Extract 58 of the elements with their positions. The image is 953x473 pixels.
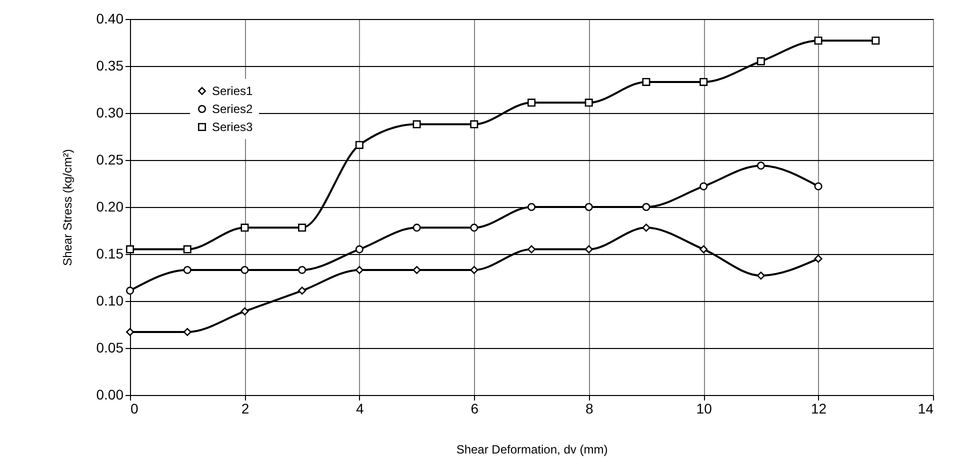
point	[527, 203, 536, 211]
point	[584, 98, 593, 107]
y-tick-label: 0.40	[96, 10, 124, 26]
legend-label: Series2	[212, 102, 254, 116]
y-tick-label: 0.35	[96, 58, 124, 74]
point	[700, 245, 708, 254]
point	[872, 36, 880, 45]
y-tick-label: 0.30	[96, 104, 124, 120]
y-axis-title: Shear Stress (kg/cm²)	[60, 149, 74, 266]
x-tick-label: 4	[356, 400, 364, 416]
point	[298, 286, 306, 295]
point	[126, 286, 134, 295]
y-tick-label: 0.20	[96, 198, 124, 214]
x-tick-label: 2	[241, 400, 250, 416]
point	[584, 203, 593, 211]
point	[527, 245, 536, 254]
y-tick-label: 0.10	[96, 292, 124, 308]
point	[470, 224, 478, 232]
x-axis-title: Shear Deformation, dv (mm)	[456, 442, 608, 456]
point	[527, 98, 536, 107]
point	[240, 307, 249, 316]
point	[412, 120, 421, 128]
point	[412, 224, 421, 232]
point	[240, 266, 249, 274]
x-tick-label: 12	[810, 400, 827, 416]
point	[756, 162, 765, 170]
point	[183, 245, 192, 254]
point	[814, 36, 822, 45]
point	[700, 182, 708, 190]
point	[298, 224, 306, 232]
point	[814, 182, 822, 190]
x-tick-label: 0	[130, 400, 138, 416]
point	[756, 57, 765, 66]
point	[584, 245, 593, 254]
point	[355, 245, 364, 254]
point	[642, 224, 650, 232]
point	[642, 203, 650, 211]
legend-label: Series3	[212, 120, 254, 134]
y-tick-label: 0.00	[96, 386, 124, 402]
y-tick-label: 0.15	[96, 246, 124, 262]
x-tick-label: 10	[696, 400, 712, 416]
x-tick-label: 14	[918, 400, 934, 416]
point	[700, 78, 708, 86]
point	[470, 266, 478, 274]
point	[814, 254, 822, 263]
point	[298, 266, 306, 274]
point	[642, 78, 650, 86]
y-tick-label: 0.25	[96, 152, 124, 168]
x-tick-label: 8	[585, 400, 594, 416]
legend-label: Series1	[212, 84, 254, 98]
point	[470, 120, 478, 128]
point	[355, 266, 364, 274]
point	[756, 272, 765, 280]
point	[355, 140, 364, 149]
y-tick-label: 0.05	[96, 340, 124, 356]
point	[183, 266, 192, 274]
point	[240, 224, 249, 232]
x-tick-label: 6	[470, 400, 479, 416]
